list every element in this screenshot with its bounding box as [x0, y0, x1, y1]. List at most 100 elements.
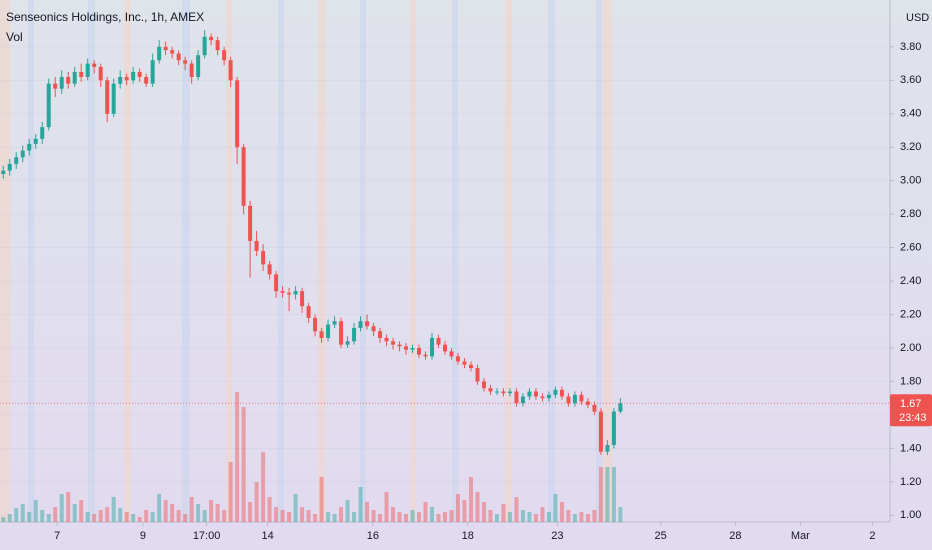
candle-body — [358, 321, 363, 328]
volume-bar — [300, 507, 305, 522]
volume-bar — [202, 510, 207, 522]
volume-bar — [267, 497, 272, 522]
session-band — [603, 0, 612, 522]
candle-body — [287, 292, 292, 295]
candle-body — [514, 391, 519, 404]
volume-bar — [540, 507, 545, 522]
y-tick-label: 1.00 — [900, 509, 921, 521]
candle-body — [326, 324, 331, 338]
volume-bar — [280, 510, 285, 522]
volume-bar — [137, 517, 142, 522]
volume-bar — [455, 494, 460, 522]
volume-bar — [254, 482, 259, 522]
candle-body — [592, 404, 597, 412]
session-band — [182, 0, 190, 522]
last-price-tag — [890, 394, 932, 427]
volume-bar — [514, 497, 519, 522]
volume-bar — [46, 514, 51, 522]
candle-body — [79, 71, 84, 77]
candle-body — [33, 138, 38, 144]
volume-bar — [235, 392, 240, 522]
candle-body — [468, 364, 473, 369]
y-tick-label: 3.40 — [900, 108, 921, 120]
volume-label: Vol — [6, 30, 23, 44]
volume-bar — [332, 514, 337, 522]
volume-bar — [397, 512, 402, 522]
volume-bar — [326, 512, 331, 522]
volume-bar — [306, 510, 311, 522]
volume-bar — [228, 462, 233, 522]
volume-bar — [215, 504, 220, 522]
volume-bar — [475, 492, 480, 522]
candle-body — [501, 391, 506, 394]
candle-body — [566, 396, 571, 404]
x-tick-label: 9 — [140, 530, 146, 542]
countdown: 23:43 — [899, 412, 927, 424]
volume-bar — [507, 512, 512, 522]
candle-body — [352, 327, 357, 342]
volume-bar — [261, 452, 266, 522]
candle-body — [371, 326, 376, 332]
x-tick-label: 7 — [54, 530, 60, 542]
x-tick-label: Mar — [791, 530, 810, 542]
candle-body — [241, 147, 246, 206]
candle-body — [540, 396, 545, 399]
candle-body — [423, 354, 428, 357]
candle-body — [235, 80, 240, 148]
y-tick-label: 2.80 — [900, 208, 921, 220]
candle-body — [14, 157, 19, 164]
volume-bar — [365, 502, 370, 522]
session-band — [360, 0, 366, 522]
volume-bar — [189, 497, 194, 522]
candle-body — [546, 394, 551, 399]
candle-body — [455, 356, 460, 362]
candle-body — [332, 321, 337, 325]
candle-body — [59, 76, 64, 89]
candle-body — [462, 361, 467, 365]
session-band — [596, 0, 602, 522]
volume-bar — [131, 514, 136, 522]
candle-body — [533, 391, 538, 397]
volume-bar — [27, 512, 32, 522]
candle-body — [319, 331, 324, 338]
candle-body — [611, 411, 616, 446]
candle-body — [137, 71, 142, 77]
candle-body — [488, 388, 493, 392]
volume-bar — [124, 512, 129, 522]
volume-bar — [605, 467, 610, 522]
candle-body — [293, 291, 298, 295]
volume-bar — [579, 512, 584, 522]
candle-body — [92, 63, 97, 67]
candle-body — [183, 60, 188, 64]
candle-body — [176, 53, 181, 61]
candle-body — [527, 391, 532, 397]
x-tick-label: 14 — [262, 530, 274, 542]
volume-bar — [14, 508, 19, 522]
y-tick-label: 3.60 — [900, 74, 921, 86]
candle-body — [53, 83, 58, 89]
y-tick-label: 1.80 — [900, 375, 921, 387]
candle-body — [150, 60, 155, 84]
volume-bar — [436, 514, 441, 522]
volume-bar — [384, 492, 389, 522]
session-band — [410, 0, 416, 522]
candle-body — [365, 321, 370, 327]
volume-bar — [559, 502, 564, 522]
candle-body — [98, 66, 103, 81]
candle-body — [189, 63, 194, 77]
candle-body — [313, 317, 318, 332]
session-band — [505, 0, 512, 522]
candle-body — [449, 351, 454, 357]
candle-body — [254, 240, 259, 251]
chart-title: Senseonics Holdings, Inc., 1h, AMEX — [6, 10, 204, 24]
y-tick-label: 1.40 — [900, 442, 921, 454]
volume-bar — [468, 477, 473, 522]
session-bands — [0, 0, 612, 522]
volume-bar — [144, 510, 149, 522]
volume-bar — [546, 512, 551, 522]
candle-body — [157, 46, 162, 61]
volume-bar — [313, 514, 318, 522]
candle-body — [131, 71, 136, 81]
candle-body — [410, 348, 415, 350]
volume-bar — [572, 514, 577, 522]
